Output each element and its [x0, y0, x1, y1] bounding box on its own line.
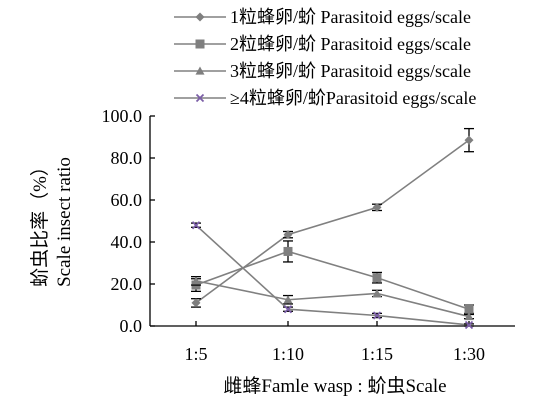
x-tick-label: 1:15	[361, 344, 393, 364]
data-point	[464, 304, 474, 314]
series-line	[195, 280, 470, 318]
data-point	[372, 273, 382, 283]
series-3	[191, 275, 474, 321]
series-line	[195, 139, 470, 304]
legend-item-2: 2粒蜂卵/蚧 Parasitoid eggs/scale	[174, 34, 471, 54]
y-tick-label: 80.0	[111, 148, 143, 168]
data-point	[372, 311, 382, 320]
x-axis-title: 雌蜂Famle wasp : 蚧虫Scale	[223, 375, 446, 397]
data-point	[283, 230, 293, 240]
y-tick-label: 20.0	[111, 274, 143, 294]
data-point	[191, 298, 201, 308]
data-point	[283, 305, 293, 314]
y-tick-label: 100.0	[102, 106, 143, 126]
data-point	[283, 246, 293, 256]
y-axis-title-line1: 蚧虫比率（%）	[29, 157, 51, 287]
legend-marker	[195, 12, 205, 22]
legend-marker	[195, 39, 205, 49]
series-2	[191, 240, 474, 315]
series-1	[191, 127, 474, 308]
y-tick-label: 0.0	[120, 316, 143, 336]
data-point	[191, 276, 201, 285]
data-point	[191, 221, 201, 230]
legend-item-3: 3粒蜂卵/蚧 Parasitoid eggs/scale	[174, 61, 471, 81]
data-point	[283, 295, 293, 304]
y-ticks: 0.0 20.0 40.0 60.0 80.0 100.0	[102, 106, 155, 336]
x-ticks: 1:5 1:10 1:15 1:30	[184, 321, 485, 364]
series-line	[195, 250, 470, 310]
data-point	[372, 202, 382, 212]
legend-label: ≥4粒蜂卵/蚧Parasitoid eggs/scale	[230, 88, 476, 108]
x-tick-label: 1:5	[184, 344, 207, 364]
y-tick-label: 40.0	[111, 232, 143, 252]
series-4	[191, 221, 474, 330]
data-point	[372, 288, 382, 298]
legend-item-1: 1粒蜂卵/蚧 Parasitoid eggs/scale	[174, 7, 471, 27]
series-line	[195, 224, 470, 326]
axes	[149, 116, 515, 327]
legend: 1粒蜂卵/蚧 Parasitoid eggs/scale 2粒蜂卵/蚧 Paras…	[174, 7, 476, 108]
x-tick-label: 1:30	[453, 344, 485, 364]
series-group	[191, 127, 474, 330]
legend-marker	[195, 93, 205, 103]
y-tick-label: 60.0	[111, 190, 143, 210]
legend-label: 1粒蜂卵/蚧 Parasitoid eggs/scale	[230, 7, 471, 27]
y-axis-title-line2: Scale insect ratio	[54, 157, 75, 287]
data-point	[464, 135, 474, 145]
x-tick-label: 1:10	[272, 344, 304, 364]
legend-marker	[195, 66, 205, 75]
data-point	[464, 312, 474, 321]
legend-label: 3粒蜂卵/蚧 Parasitoid eggs/scale	[230, 61, 471, 81]
data-point	[464, 320, 474, 330]
legend-item-4: ≥4粒蜂卵/蚧Parasitoid eggs/scale	[174, 88, 476, 108]
legend-label: 2粒蜂卵/蚧 Parasitoid eggs/scale	[230, 34, 471, 54]
